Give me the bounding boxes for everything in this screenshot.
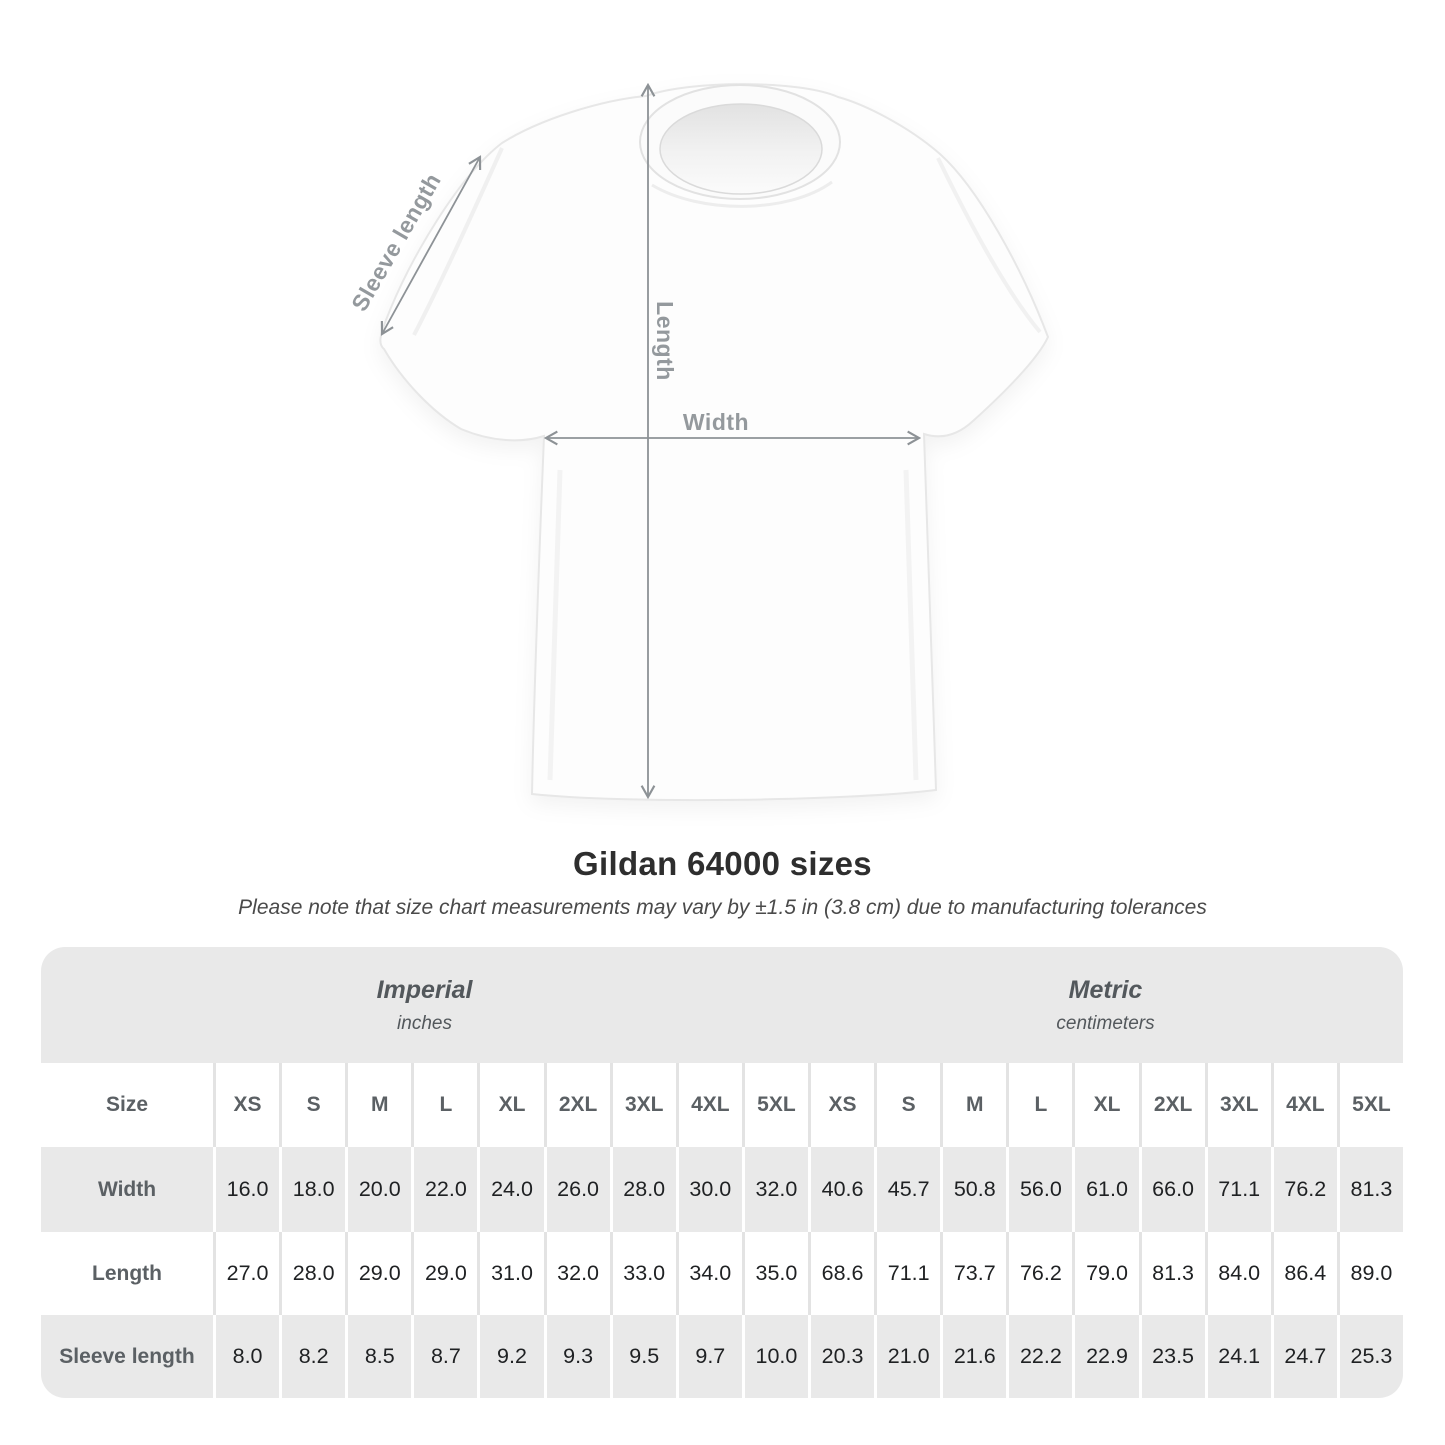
- sleeve-metric-cell: 23.5: [1138, 1315, 1205, 1398]
- row-label-sleeve-length: Sleeve length: [41, 1315, 213, 1398]
- width-metric-cell: 71.1: [1204, 1147, 1271, 1232]
- size-header-cell: Size: [41, 1063, 213, 1147]
- sleeve-imperial-cell: 8.2: [279, 1315, 346, 1398]
- col-header-imperial-xl: XL: [477, 1063, 544, 1147]
- col-header-metric-4xl: 4XL: [1270, 1063, 1337, 1147]
- width-metric-cell: 56.0: [1006, 1147, 1073, 1232]
- col-header-imperial-2xl: 2XL: [543, 1063, 610, 1147]
- length-imperial-cell: 29.0: [345, 1232, 412, 1315]
- col-header-imperial-l: L: [411, 1063, 478, 1147]
- measurement-arrows: [382, 85, 919, 797]
- col-header-metric-3xl: 3XL: [1204, 1063, 1271, 1147]
- sleeve-metric-cell: 21.0: [874, 1315, 941, 1398]
- row-label-length: Length: [41, 1232, 213, 1315]
- sleeve-imperial-cell: 9.7: [675, 1315, 742, 1398]
- width-imperial-cell: 20.0: [345, 1147, 412, 1232]
- width-imperial-cell: 28.0: [609, 1147, 676, 1232]
- sleeve-metric-cell: 24.7: [1270, 1315, 1337, 1398]
- sleeve-metric-cell: 24.1: [1204, 1315, 1271, 1398]
- col-header-metric-2xl: 2XL: [1138, 1063, 1205, 1147]
- length-label: Length: [652, 301, 678, 381]
- width-metric-cell: 40.6: [808, 1147, 875, 1232]
- row-label-width: Width: [41, 1147, 213, 1232]
- col-header-metric-xl: XL: [1072, 1063, 1139, 1147]
- col-header-metric-xs: XS: [808, 1063, 875, 1147]
- size-table: Imperial inches Metric centimeters Size …: [41, 947, 1403, 1398]
- col-header-imperial-s: S: [279, 1063, 346, 1147]
- metric-unit: centimeters: [1056, 1012, 1155, 1034]
- sleeve-metric-cell: 22.2: [1006, 1315, 1073, 1398]
- sleeve-metric-cell: 25.3: [1336, 1315, 1403, 1398]
- page-title: Gildan 64000 sizes: [573, 845, 872, 882]
- col-header-metric-l: L: [1006, 1063, 1073, 1147]
- col-header-imperial-4xl: 4XL: [675, 1063, 742, 1147]
- width-imperial-cell: 18.0: [279, 1147, 346, 1232]
- width-imperial-cell: 16.0: [213, 1147, 280, 1232]
- sleeve-length-arrow: [382, 157, 480, 334]
- length-metric-cell: 79.0: [1072, 1232, 1139, 1315]
- width-imperial-cell: 32.0: [741, 1147, 808, 1232]
- col-header-imperial-3xl: 3XL: [609, 1063, 676, 1147]
- sleeve-imperial-cell: 8.0: [213, 1315, 280, 1398]
- tolerance-note: Please note that size chart measurements…: [238, 896, 1207, 919]
- tshirt-shape: [379, 83, 1050, 802]
- width-metric-cell: 61.0: [1072, 1147, 1139, 1232]
- col-header-imperial-m: M: [345, 1063, 412, 1147]
- tshirt-illustration: Width Length Sleeve length: [346, 0, 1050, 802]
- width-metric-cell: 50.8: [940, 1147, 1007, 1232]
- length-metric-cell: 86.4: [1270, 1232, 1337, 1315]
- sleeve-imperial-cell: 9.3: [543, 1315, 610, 1398]
- sleeve-imperial-cell: 9.5: [609, 1315, 676, 1398]
- sleeve-metric-cell: 22.9: [1072, 1315, 1139, 1398]
- width-metric-cell: 81.3: [1336, 1147, 1403, 1232]
- col-header-imperial-5xl: 5XL: [741, 1063, 808, 1147]
- imperial-label: Imperial: [376, 975, 473, 1004]
- sleeve-imperial-cell: 10.0: [741, 1315, 808, 1398]
- imperial-group-header: Imperial inches: [41, 947, 808, 1063]
- length-imperial-cell: 27.0: [213, 1232, 280, 1315]
- length-metric-cell: 89.0: [1336, 1232, 1403, 1315]
- width-metric-cell: 66.0: [1138, 1147, 1205, 1232]
- sleeve-imperial-cell: 8.7: [411, 1315, 478, 1398]
- width-imperial-cell: 24.0: [477, 1147, 544, 1232]
- col-header-metric-s: S: [874, 1063, 941, 1147]
- tshirt-measurement-diagram: Width Length Sleeve length: [346, 0, 1050, 802]
- sleeve-metric-cell: 21.6: [940, 1315, 1007, 1398]
- metric-group-header: Metric centimeters: [808, 947, 1403, 1063]
- length-metric-cell: 76.2: [1006, 1232, 1073, 1315]
- width-metric-cell: 76.2: [1270, 1147, 1337, 1232]
- width-imperial-cell: 26.0: [543, 1147, 610, 1232]
- col-header-metric-m: M: [940, 1063, 1007, 1147]
- length-metric-cell: 71.1: [874, 1232, 941, 1315]
- length-metric-cell: 68.6: [808, 1232, 875, 1315]
- col-header-metric-5xl: 5XL: [1336, 1063, 1403, 1147]
- width-label: Width: [683, 409, 749, 435]
- length-imperial-cell: 35.0: [741, 1232, 808, 1315]
- length-metric-cell: 81.3: [1138, 1232, 1205, 1315]
- length-imperial-cell: 29.0: [411, 1232, 478, 1315]
- imperial-unit: inches: [397, 1012, 452, 1034]
- length-imperial-cell: 34.0: [675, 1232, 742, 1315]
- length-metric-cell: 84.0: [1204, 1232, 1271, 1315]
- sleeve-imperial-cell: 9.2: [477, 1315, 544, 1398]
- metric-label: Metric: [1068, 975, 1143, 1004]
- length-imperial-cell: 28.0: [279, 1232, 346, 1315]
- collar-opening: [659, 103, 823, 195]
- sleeve-metric-cell: 20.3: [808, 1315, 875, 1398]
- sleeve-imperial-cell: 8.5: [345, 1315, 412, 1398]
- length-imperial-cell: 33.0: [609, 1232, 676, 1315]
- length-imperial-cell: 31.0: [477, 1232, 544, 1315]
- length-imperial-cell: 32.0: [543, 1232, 610, 1315]
- width-imperial-cell: 30.0: [675, 1147, 742, 1232]
- col-header-imperial-xs: XS: [213, 1063, 280, 1147]
- length-metric-cell: 73.7: [940, 1232, 1007, 1315]
- width-metric-cell: 45.7: [874, 1147, 941, 1232]
- width-imperial-cell: 22.0: [411, 1147, 478, 1232]
